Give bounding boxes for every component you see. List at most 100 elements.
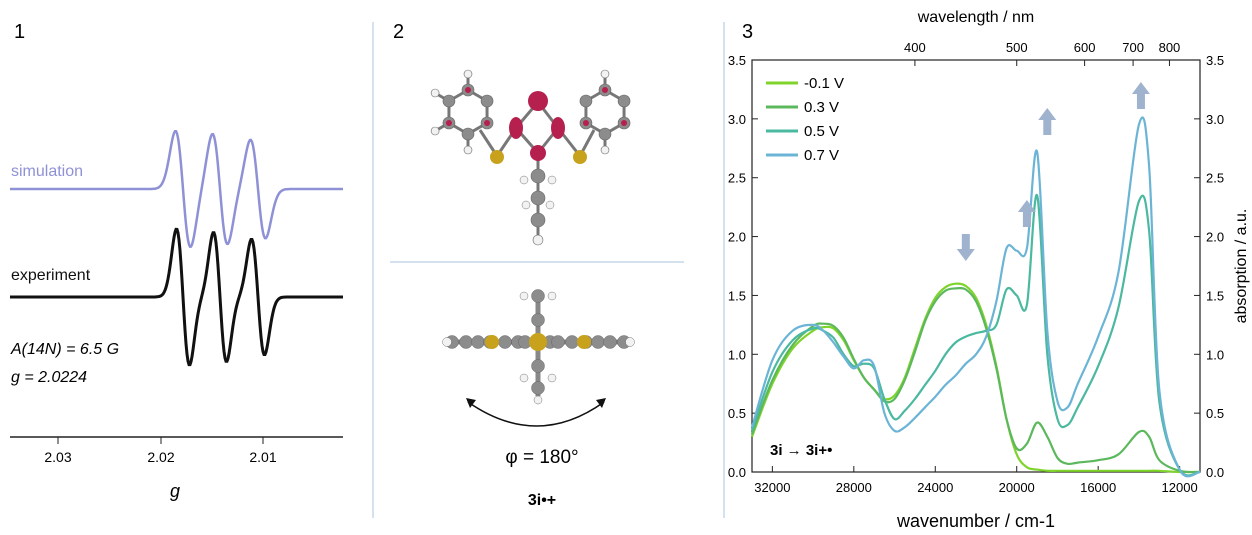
carbon-atom (531, 359, 545, 373)
experiment-label: experiment (11, 267, 91, 284)
y-tick-label: 0.0 (728, 465, 746, 480)
epr-panel: simulation experiment A(14N) = 6.5 G g =… (10, 129, 343, 501)
orbital-lobe (602, 87, 608, 93)
hydrogen-atom (625, 337, 635, 347)
reaction-annotation: 3i → 3i+• (770, 442, 832, 459)
down-arrow (956, 249, 975, 261)
y-tick-label: 0.5 (1206, 406, 1224, 421)
y-tick-label: 3.0 (728, 112, 746, 127)
y-tick-label: 0.5 (728, 406, 746, 421)
carbon-atom (498, 335, 512, 349)
hydrogen-atom (463, 145, 473, 155)
spectra-chart: 0.0 0.0 0.5 0.5 1.0 1.0 1.5 1.5 2.0 2.0 2.5 2.5 3.0 3… (728, 9, 1250, 531)
carbon-atom (598, 127, 612, 141)
x2-tick-label: 800 (1159, 40, 1181, 55)
y-axis-label: absorption / a.u. (1233, 209, 1250, 324)
panel-label-3: 3 (742, 21, 753, 43)
series-line (750, 286, 1201, 474)
y-tick-label: 3.5 (728, 53, 746, 68)
up-arrow (1022, 211, 1031, 227)
carbon-atom (531, 381, 545, 395)
x-tick-label: 24000 (917, 480, 953, 495)
y-tick-label: 1.5 (1206, 288, 1224, 303)
sulfur-atom (485, 335, 499, 349)
orbital-lobe (528, 91, 548, 111)
rotation-arrow (467, 401, 605, 427)
compound-name: 3i•+ (528, 492, 556, 509)
orbital-lobe (621, 120, 628, 126)
x-tick-label: 20000 (999, 480, 1035, 495)
carbon-atom (530, 212, 546, 228)
x-tick-label: 32000 (754, 480, 790, 495)
hydrogen-atom (600, 145, 610, 155)
orbital-lobe (530, 145, 546, 161)
orbital-lobe (465, 87, 471, 93)
legend-label: -0.1 V (804, 75, 844, 92)
carbon-atom (461, 127, 475, 141)
carbon-atom (480, 94, 494, 108)
x2-tick-label: 400 (904, 40, 926, 55)
orbital-lobe (445, 120, 452, 126)
x2-tick-label: 500 (1006, 40, 1028, 55)
carbon-atom (530, 190, 546, 206)
orbital-lobe (509, 117, 523, 139)
carbon-atom (603, 335, 617, 349)
rotation-arrowhead-left (466, 398, 476, 408)
hydrogen-atom (547, 291, 557, 301)
y-tick-label: 2.5 (1206, 171, 1224, 186)
dihedral-label: φ = 180° (505, 447, 578, 468)
epr-tick-label: 2.01 (249, 449, 276, 465)
legend-label: 0.3 V (804, 99, 839, 116)
x-axis-label: wavenumber / cm-1 (896, 511, 1055, 531)
g-param: g = 2.0224 (11, 369, 87, 386)
series-line (750, 116, 1201, 478)
epr-simulation-curve (10, 129, 343, 249)
up-arrow (1017, 200, 1036, 212)
hydrogen-atom (463, 69, 473, 79)
epr-experiment-curve (10, 227, 343, 367)
sulfur-atom (577, 335, 591, 349)
x2-tick-label: 600 (1074, 40, 1096, 55)
x-tick-label: 12000 (1162, 480, 1198, 495)
y-tick-label: 3.5 (1206, 53, 1224, 68)
hydrogen-atom (442, 337, 452, 347)
panel-label-2: 2 (393, 21, 404, 43)
carbon-atom (531, 313, 545, 327)
carbon-atom (531, 289, 545, 303)
carbon-atom (565, 335, 579, 349)
x-tick-label: 16000 (1080, 480, 1116, 495)
legend-label: 0.5 V (804, 123, 839, 140)
sulfur-atom (573, 150, 587, 164)
x2-tick-label: 700 (1122, 40, 1144, 55)
rotation-arrowhead-right (596, 398, 606, 408)
y-tick-label: 2.5 (728, 171, 746, 186)
epr-tick-label: 2.02 (147, 449, 174, 465)
hydrogen-atom (521, 200, 531, 210)
hydrogen-atom (545, 200, 555, 210)
y-tick-label: 0.0 (1206, 465, 1224, 480)
hydrogen-atom (430, 88, 440, 98)
hydrogen-atom (533, 395, 543, 405)
orbital-lobe (551, 117, 565, 139)
y-tick-label: 2.0 (1206, 230, 1224, 245)
carbon-atom (471, 335, 485, 349)
epr-x-axis-label: g (170, 481, 180, 501)
orbital-lobe (484, 120, 491, 126)
y-tick-label: 2.0 (728, 230, 746, 245)
y-tick-label: 1.0 (1206, 347, 1224, 362)
molecule-top-view (430, 69, 631, 246)
sulfur-atom (490, 150, 504, 164)
epr-tick-label: 2.03 (44, 449, 71, 465)
hydrogen-atom (600, 69, 610, 79)
hydrogen-atom (547, 175, 557, 185)
carbon-atom (530, 168, 546, 184)
y-tick-label: 3.0 (1206, 112, 1224, 127)
x-tick-label: 28000 (836, 480, 872, 495)
up-arrow (1131, 82, 1150, 94)
carbon-atom (459, 335, 473, 349)
hydrogen-atom (519, 175, 529, 185)
carbon-atom (591, 335, 605, 349)
carbon-atom (551, 335, 565, 349)
y-tick-label: 1.0 (728, 347, 746, 362)
